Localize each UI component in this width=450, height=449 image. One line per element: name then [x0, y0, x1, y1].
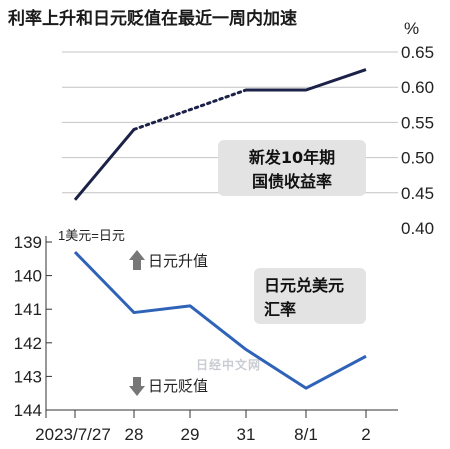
yield-tick-label: 0.65: [401, 43, 434, 62]
yield-tick-label: 0.40: [401, 219, 434, 238]
fx-label-line1: 日元兑美元: [264, 276, 344, 295]
yield-line-dotted: [132, 88, 248, 131]
fx-tick-label: 139: [14, 233, 42, 252]
chart-title: 利率上升和日元贬值在最近一周内加速: [8, 8, 297, 29]
yield-series: [73, 68, 367, 201]
yield-label-box: 新发10年期 国债收益率: [218, 140, 366, 196]
yield-tick-label: 0.55: [401, 113, 434, 132]
fx-x-tick-label: 8/1: [294, 425, 318, 444]
yield-line: [246, 68, 367, 92]
fx-gridlines: [45, 236, 398, 418]
yield-label-line2: 国债收益率: [252, 172, 332, 191]
fx-tick-label: 144: [14, 401, 42, 420]
fx-x-tick-label: 31: [237, 425, 256, 444]
fx-series: [73, 251, 367, 390]
yield-tick-label: 0.60: [401, 78, 434, 97]
fx-axis-ticks: 139 140 141 142 143 144: [14, 233, 42, 420]
yield-label-bg: [218, 140, 366, 196]
watermark: 日经中文网: [196, 357, 261, 372]
arrow-up-icon: [129, 250, 145, 270]
fx-tick-label: 142: [14, 334, 42, 353]
fx-tick-label: 143: [14, 367, 42, 386]
fx-x-tick-label: 29: [181, 425, 200, 444]
fx-tick-label: 141: [14, 300, 42, 319]
fx-label-line2: 汇率: [264, 300, 296, 319]
fx-x-tick-label: 28: [125, 425, 144, 444]
fx-label-bg: [254, 268, 366, 324]
yen-down-label: 日元贬值: [148, 377, 208, 395]
fx-unit-note: 1美元=日元: [58, 228, 125, 243]
fx-x-tick-label: 2: [361, 425, 370, 444]
yield-unit: %: [404, 19, 419, 38]
yen-down-annotation: 日元贬值: [129, 377, 208, 396]
yen-up-label: 日元升值: [148, 252, 208, 270]
fx-x-tick-label: 2023/7/27: [35, 425, 111, 444]
yen-up-annotation: 日元升值: [129, 250, 208, 270]
fx-label-box: 日元兑美元 汇率: [254, 268, 366, 324]
fx-x-axis-ticks: 2023/7/27 28 29 31 8/1 2: [35, 410, 371, 444]
arrow-down-icon: [129, 377, 145, 396]
yield-axis-ticks: 0.65 0.60 0.55 0.50 0.45 0.40: [401, 43, 434, 238]
fx-tick-label: 140: [14, 267, 42, 286]
yield-tick-label: 0.45: [401, 184, 434, 203]
yield-label-line1: 新发10年期: [249, 148, 335, 167]
fx-line: [73, 251, 367, 390]
yield-line: [73, 128, 136, 201]
yield-tick-label: 0.50: [401, 149, 434, 168]
